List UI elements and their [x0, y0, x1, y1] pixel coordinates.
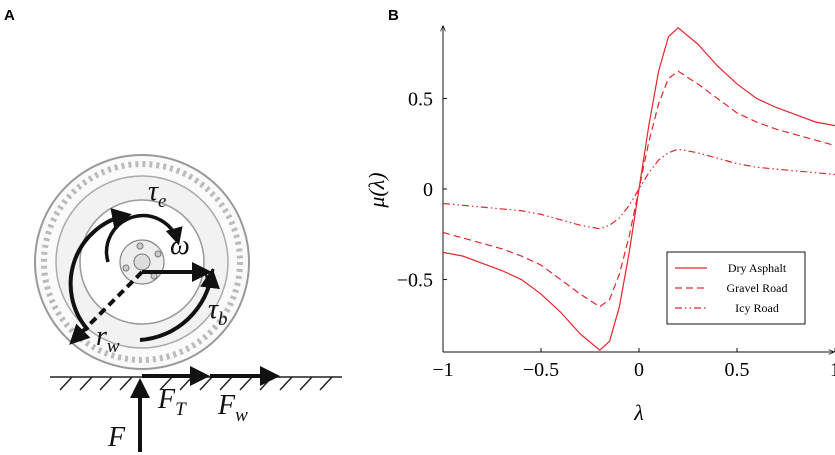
- label-f: F: [107, 422, 126, 453]
- series-line: [442, 70, 835, 308]
- y-tick-label: 0: [423, 179, 433, 201]
- label-fw: Fw: [217, 390, 248, 426]
- x-tick-label: −0.5: [523, 359, 559, 381]
- legend-label: Dry Asphalt: [728, 261, 787, 275]
- x-tick-label: 0: [634, 359, 644, 381]
- force-arrows: [68, 208, 280, 452]
- x-tick-label: 0.5: [725, 359, 750, 381]
- legend-label: Gravel Road: [727, 281, 788, 295]
- x-axis-label: λ: [633, 400, 644, 425]
- panel-label: A: [4, 7, 15, 24]
- y-axis-label: μ(λ): [364, 172, 389, 208]
- y-tick-label: −0.5: [397, 270, 433, 292]
- label-omega: ω: [170, 230, 190, 261]
- legend-label: Icy Road: [735, 301, 779, 315]
- ground: [50, 376, 342, 391]
- panel-label: B: [388, 7, 399, 24]
- label-v: v: [202, 258, 215, 289]
- y-tick-label: 0.5: [408, 88, 433, 110]
- label-rw: rw: [96, 321, 120, 357]
- x-tick-label: 1: [830, 359, 835, 381]
- tire: [34, 154, 250, 370]
- x-tick-label: −1: [432, 359, 453, 381]
- label-tau-e: τe: [148, 176, 166, 212]
- plot: −1 −0.5 0 0.5 1 −0.5 0 0.5 Dry Asphalt Gravel Roa…: [397, 26, 835, 381]
- label-ft: FT: [157, 384, 187, 420]
- label-tau-b: τb: [208, 294, 228, 330]
- series-line: [442, 148, 835, 230]
